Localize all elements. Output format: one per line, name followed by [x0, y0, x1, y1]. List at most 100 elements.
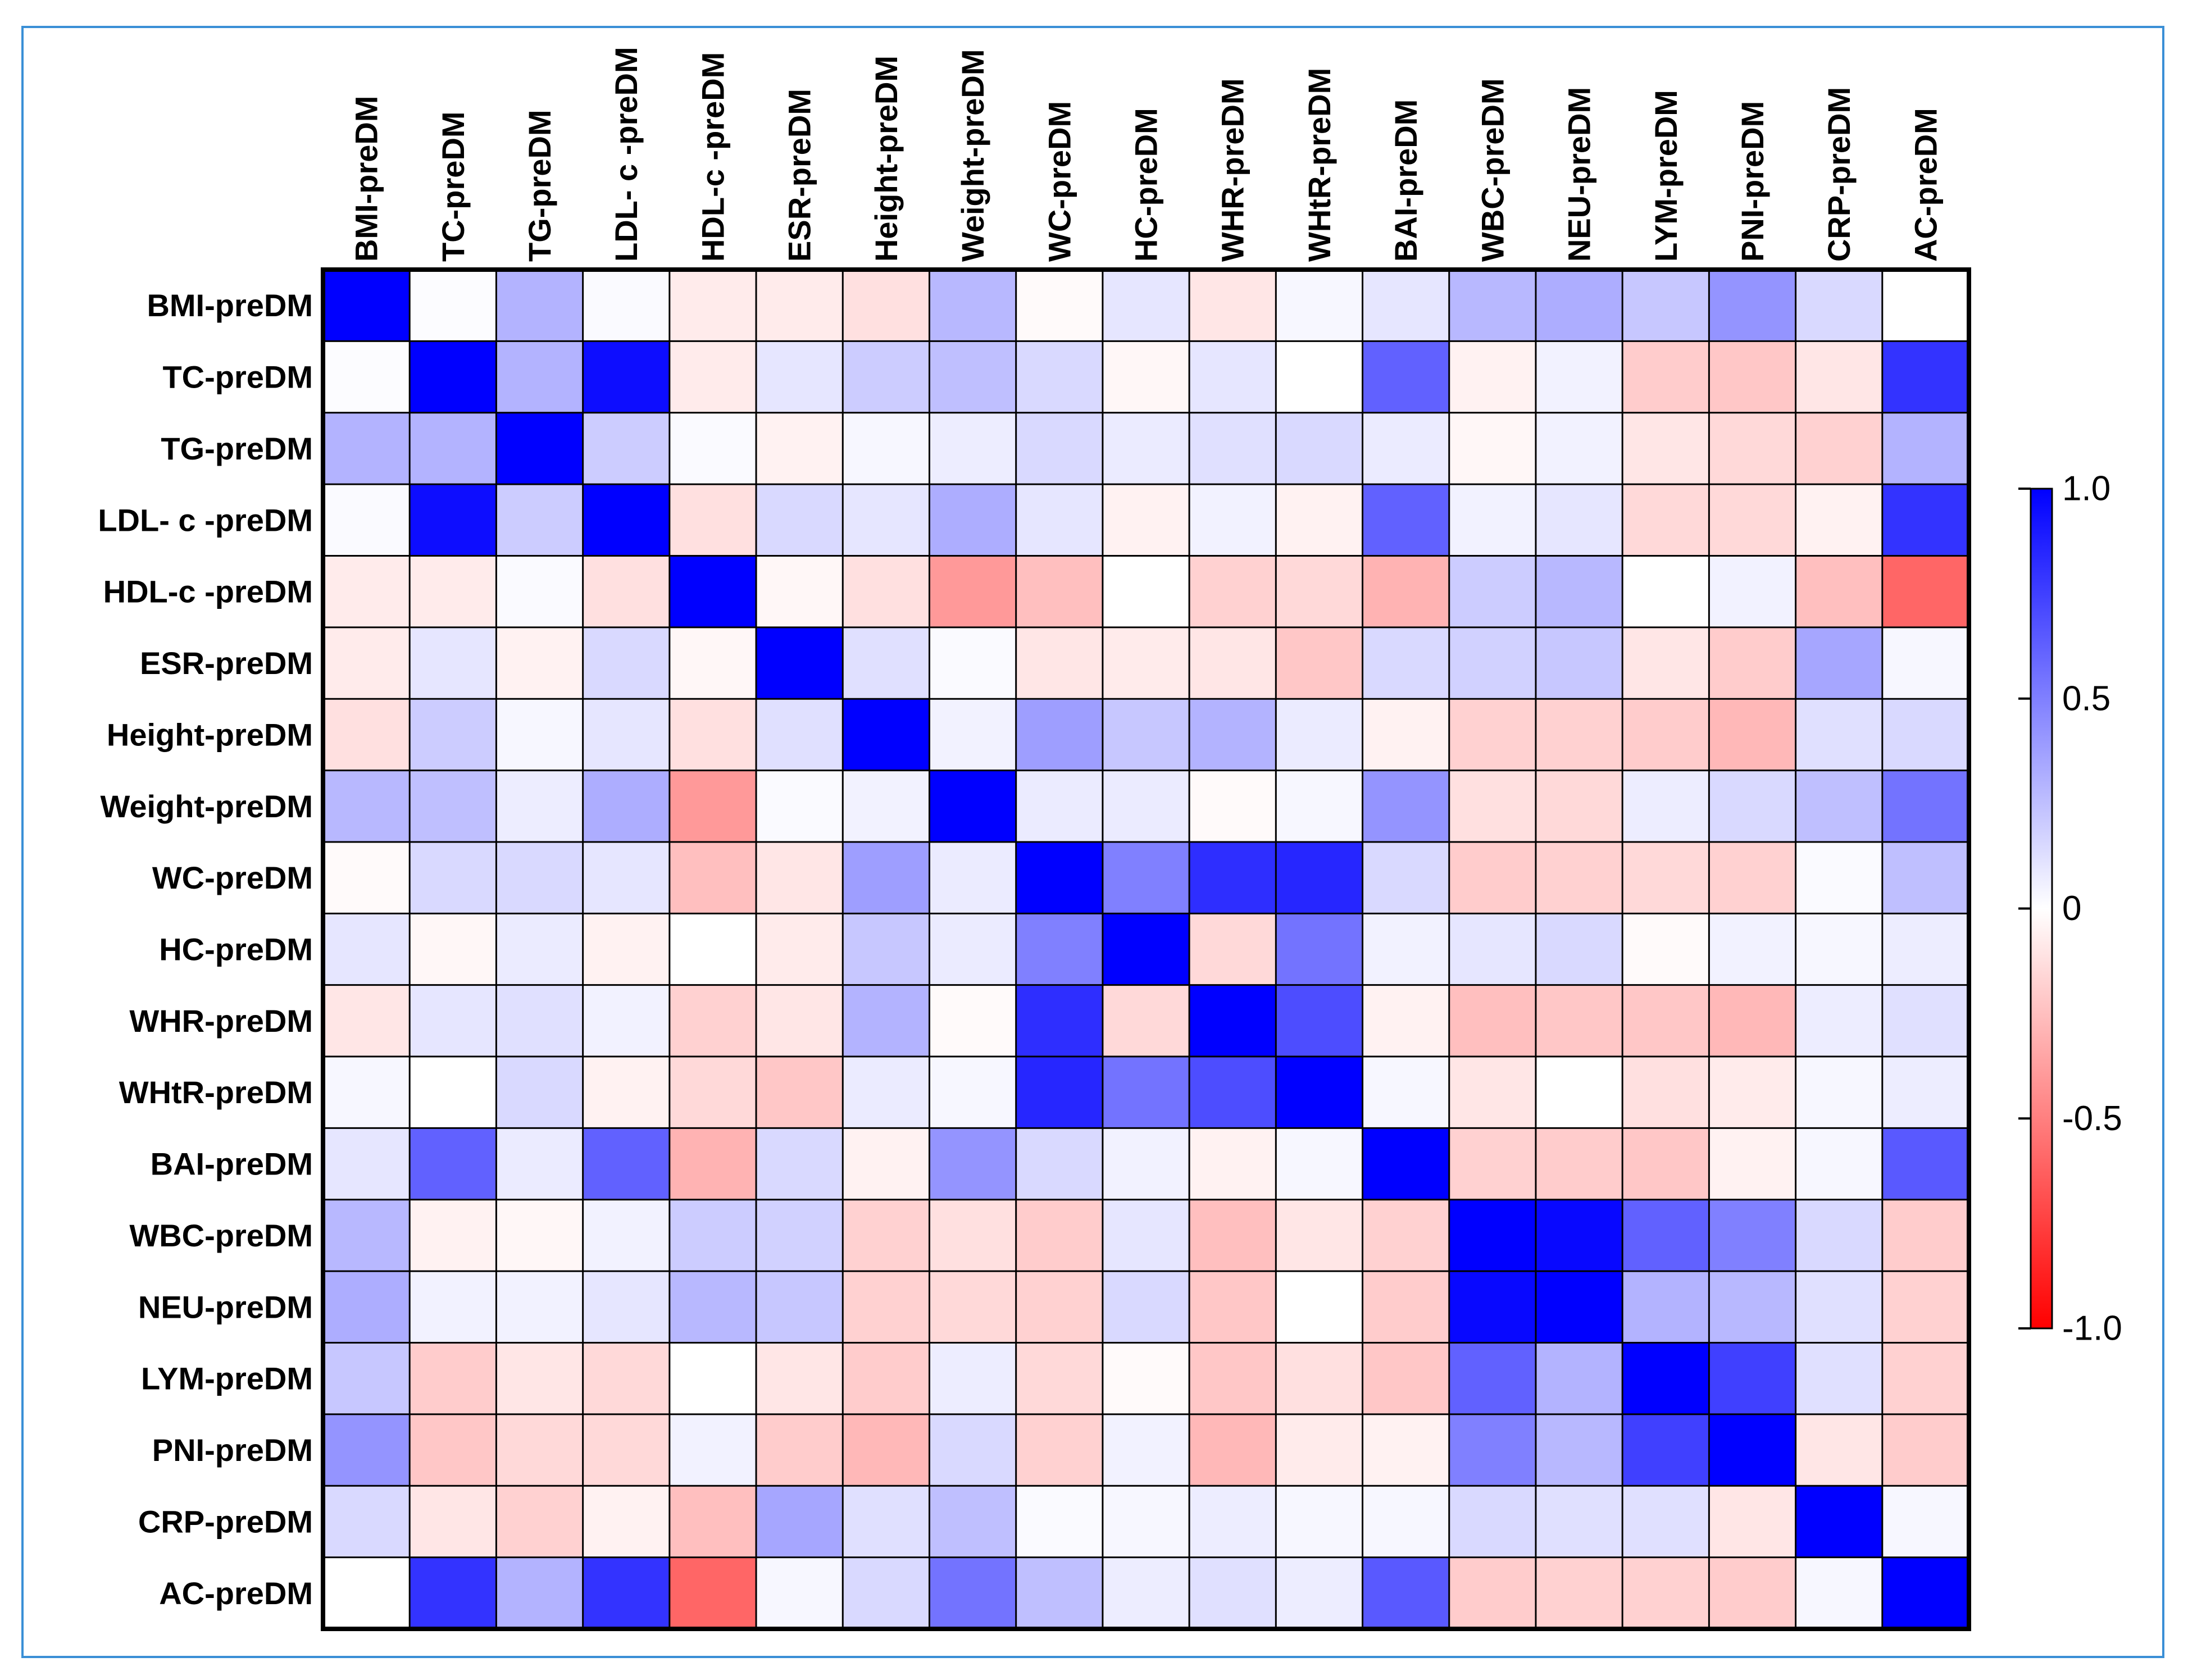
heatmap-cell	[1016, 913, 1103, 985]
heatmap-cell	[583, 841, 670, 914]
heatmap-cell	[756, 270, 843, 342]
heatmap-cell	[1362, 341, 1449, 413]
heatmap-cell	[1102, 1557, 1190, 1629]
heatmap-cell	[1622, 913, 1709, 985]
heatmap-cell	[1362, 484, 1449, 556]
heatmap-cell	[1882, 1199, 1969, 1272]
heatmap-cell	[1709, 985, 1796, 1057]
heatmap-cell	[1102, 1486, 1190, 1558]
heatmap-cell	[843, 699, 930, 771]
heatmap-cell	[1102, 1414, 1190, 1486]
row-label: CRP-preDM	[138, 1504, 313, 1539]
heatmap-cell	[929, 699, 1016, 771]
column-label: Height-preDM	[868, 56, 904, 262]
heatmap-cell	[1362, 627, 1449, 699]
heatmap-cell	[1189, 341, 1276, 413]
heatmap-cell	[1709, 270, 1796, 342]
heatmap-cell	[929, 1199, 1016, 1272]
heatmap-cell	[1449, 913, 1536, 985]
heatmap-cell	[843, 913, 930, 985]
heatmap-cell	[1535, 1057, 1623, 1128]
heatmap-cell	[1102, 556, 1190, 627]
heatmap-cell	[1449, 412, 1536, 485]
heatmap-cell	[323, 770, 410, 842]
heatmap-cell	[1535, 913, 1623, 985]
heatmap-cell	[1882, 412, 1969, 485]
heatmap-cell	[496, 770, 583, 842]
heatmap-cell	[1795, 1057, 1882, 1128]
heatmap-cell	[1016, 412, 1103, 485]
column-label: BAI-preDM	[1388, 99, 1423, 262]
heatmap-cell	[1189, 1486, 1276, 1558]
heatmap-cell	[583, 1199, 670, 1272]
heatmap-cell	[1795, 341, 1882, 413]
heatmap-cell	[1016, 1414, 1103, 1486]
heatmap-cell	[1189, 1342, 1276, 1414]
heatmap-cell	[669, 1057, 757, 1128]
heatmap-cell	[1882, 1414, 1969, 1486]
heatmap-cell	[1016, 1486, 1103, 1558]
heatmap-cell	[583, 556, 670, 627]
heatmap-cell	[1449, 627, 1536, 699]
heatmap-cell	[1362, 913, 1449, 985]
heatmap-cell	[1795, 412, 1882, 485]
heatmap-cell	[1882, 1342, 1969, 1414]
heatmap-cell	[1882, 484, 1969, 556]
heatmap-cell	[583, 1342, 670, 1414]
heatmap-cell	[1709, 1486, 1796, 1558]
heatmap-cell	[669, 1199, 757, 1272]
heatmap-cell	[1276, 484, 1363, 556]
heatmap-cell	[1795, 270, 1882, 342]
heatmap-cell	[410, 1486, 497, 1558]
row-label: Height-preDM	[107, 717, 313, 752]
heatmap-cell	[843, 1557, 930, 1629]
heatmap-cell	[1362, 770, 1449, 842]
heatmap-cell	[1449, 1557, 1536, 1629]
heatmap-cell	[1189, 1128, 1276, 1200]
color-scale-tick-label: 1.0	[2062, 470, 2110, 508]
heatmap-cell	[1622, 484, 1709, 556]
heatmap-cell	[410, 699, 497, 771]
heatmap-cell	[496, 270, 583, 342]
heatmap-cell	[1362, 1486, 1449, 1558]
heatmap-cell	[1016, 1271, 1103, 1343]
heatmap-cell	[1449, 1128, 1536, 1200]
heatmap-cell	[669, 1557, 757, 1629]
heatmap-cell	[1189, 770, 1276, 842]
heatmap-cell	[1102, 1128, 1190, 1200]
heatmap-cell	[323, 1271, 410, 1343]
row-label: NEU-preDM	[138, 1289, 313, 1324]
heatmap-cell	[1795, 913, 1882, 985]
heatmap-cell	[410, 770, 497, 842]
heatmap-cell	[1449, 770, 1536, 842]
heatmap-cell	[669, 913, 757, 985]
heatmap-cell	[1709, 1199, 1796, 1272]
heatmap-cell	[1709, 341, 1796, 413]
heatmap-cell	[1362, 841, 1449, 914]
heatmap-cell	[1882, 841, 1969, 914]
column-label: NEU-preDM	[1562, 87, 1597, 262]
heatmap-cell	[1362, 556, 1449, 627]
heatmap-cell	[323, 1199, 410, 1272]
heatmap-cell	[1449, 556, 1536, 627]
heatmap-cell	[1189, 841, 1276, 914]
heatmap-cell	[756, 1128, 843, 1200]
heatmap-cell	[1016, 1342, 1103, 1414]
heatmap-cell	[1535, 1128, 1623, 1200]
heatmap-cell	[1882, 556, 1969, 627]
heatmap-cell	[583, 341, 670, 413]
heatmap-cell	[843, 412, 930, 485]
heatmap-cell	[669, 1128, 757, 1200]
heatmap-cell	[1795, 770, 1882, 842]
heatmap-cell	[756, 627, 843, 699]
heatmap-cell	[1102, 770, 1190, 842]
row-label: WHR-preDM	[129, 1003, 313, 1039]
heatmap-cell	[1016, 985, 1103, 1057]
heatmap-cell	[929, 1128, 1016, 1200]
heatmap-cell	[929, 627, 1016, 699]
heatmap-cell	[1449, 341, 1536, 413]
heatmap-cell	[1189, 1057, 1276, 1128]
heatmap-cell	[1795, 1271, 1882, 1343]
heatmap-cell	[843, 556, 930, 627]
